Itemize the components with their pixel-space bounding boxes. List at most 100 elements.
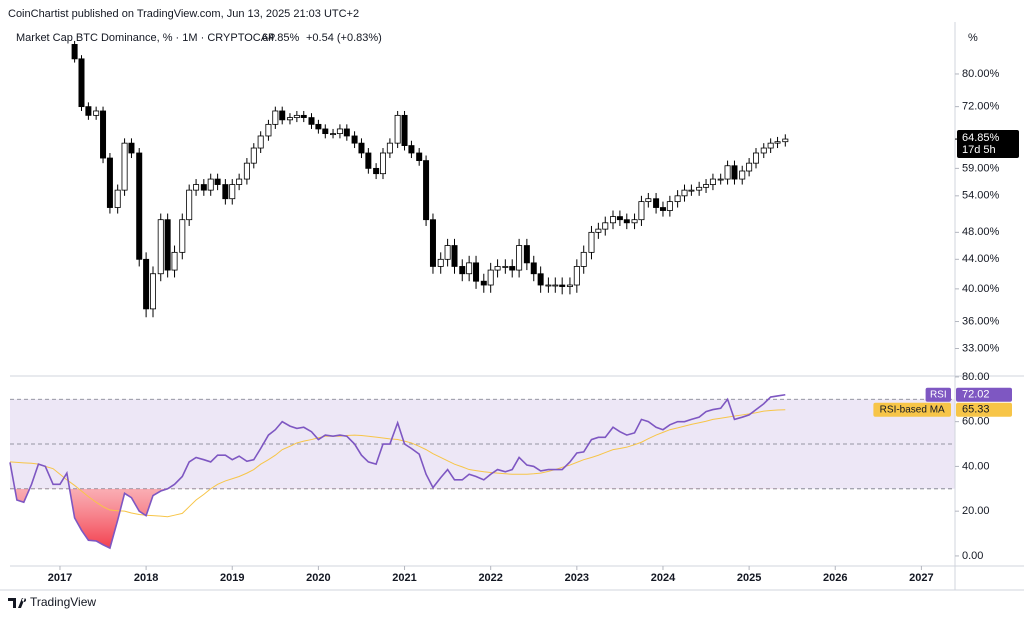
candle-body	[394, 114, 401, 144]
x-tick-label: 2025	[737, 572, 761, 584]
candle-body	[545, 284, 552, 287]
candle	[774, 136, 781, 149]
x-tick-label: 2019	[220, 572, 244, 584]
candle-body	[149, 273, 156, 310]
candle	[250, 143, 257, 169]
candle	[623, 213, 630, 230]
candle	[516, 238, 523, 278]
candle	[753, 148, 760, 169]
countdown: 17d 5h	[962, 144, 996, 156]
candle-body	[444, 245, 451, 260]
candle-body	[659, 207, 666, 211]
candle-body	[279, 110, 286, 121]
candle	[681, 184, 688, 202]
legend-change: +0.54 (+0.83%)	[306, 32, 382, 44]
candle	[143, 252, 150, 318]
candle-body	[731, 165, 738, 180]
candle-body	[437, 258, 444, 267]
candle	[121, 138, 128, 196]
x-tick-label: 2021	[392, 572, 416, 584]
candle-body	[530, 262, 537, 275]
candle-body	[423, 160, 430, 221]
candle	[580, 245, 587, 274]
candle	[709, 173, 716, 191]
candle-body	[164, 219, 171, 271]
candle-body	[717, 178, 724, 181]
legend: Market Cap BTC Dominance, % · 1M · CRYPT…	[16, 32, 382, 44]
candle-body	[473, 262, 480, 282]
y-tick-label: 36.00%	[962, 315, 1000, 327]
y-tick-label: 80.00%	[962, 68, 1000, 80]
candle-body	[566, 284, 573, 287]
candle-body	[631, 219, 638, 224]
candle-body	[580, 251, 587, 267]
y-tick-label: 40.00%	[962, 283, 1000, 295]
candle-body	[106, 157, 113, 208]
candle	[537, 266, 544, 293]
candle-body	[136, 152, 143, 260]
candle	[739, 165, 746, 185]
rsi-value-label: 65.33	[962, 404, 990, 416]
candle-body	[373, 167, 380, 175]
candle-body	[602, 222, 609, 230]
rsi-line	[9, 393, 786, 550]
rsi-name-box	[925, 387, 951, 402]
candle	[386, 138, 393, 159]
candle-body	[703, 184, 710, 188]
candle-body	[179, 219, 186, 253]
candle	[222, 179, 229, 205]
candle	[466, 255, 473, 282]
candle	[257, 131, 264, 153]
candle	[136, 148, 143, 267]
candle-body	[774, 141, 781, 144]
candle-body	[315, 123, 322, 130]
candle	[645, 192, 652, 208]
candle	[265, 119, 272, 141]
candle-body	[365, 152, 372, 169]
candle-body	[466, 262, 473, 275]
x-tick-label: 2027	[909, 572, 933, 584]
candle	[530, 255, 537, 282]
header: CoinChartist published on TradingView.co…	[8, 8, 359, 20]
candle-body	[322, 128, 329, 135]
candle	[243, 158, 250, 185]
candle	[494, 259, 501, 278]
candle-body	[559, 284, 566, 287]
candle-body	[250, 147, 257, 164]
candle-body	[78, 58, 85, 108]
candle	[179, 213, 186, 260]
candle-body	[653, 198, 660, 208]
candle	[610, 210, 617, 230]
candle	[149, 266, 156, 318]
candle-body	[265, 123, 272, 137]
candle	[358, 138, 365, 159]
candle	[416, 148, 423, 166]
candle	[401, 110, 408, 151]
candle	[114, 184, 121, 214]
rsi-value-box	[956, 402, 1012, 417]
candle-body	[401, 114, 408, 146]
rsi-y-tick-label: 20.00	[962, 505, 990, 517]
candle	[214, 173, 221, 191]
rsi-y-tick-label: 0.00	[962, 550, 983, 562]
candle	[588, 225, 595, 260]
candle-body	[645, 198, 652, 203]
candle-body	[343, 128, 350, 137]
candle-body	[200, 184, 207, 191]
rsi-value-box	[956, 387, 1012, 402]
candle-body	[100, 110, 107, 159]
rsi-y-tick-label: 80.00	[962, 371, 990, 383]
candle-body	[93, 110, 100, 116]
candle-body	[243, 162, 250, 180]
candle	[286, 113, 293, 125]
rsi-value-label: 72.02	[962, 389, 990, 401]
rsi-line	[9, 409, 786, 518]
candle-body	[257, 135, 264, 149]
candle	[616, 210, 623, 226]
candle-body	[416, 152, 423, 161]
footer-logo: TradingView	[8, 595, 96, 609]
candle	[523, 238, 530, 271]
candle-body	[186, 189, 193, 221]
candle	[559, 277, 566, 295]
